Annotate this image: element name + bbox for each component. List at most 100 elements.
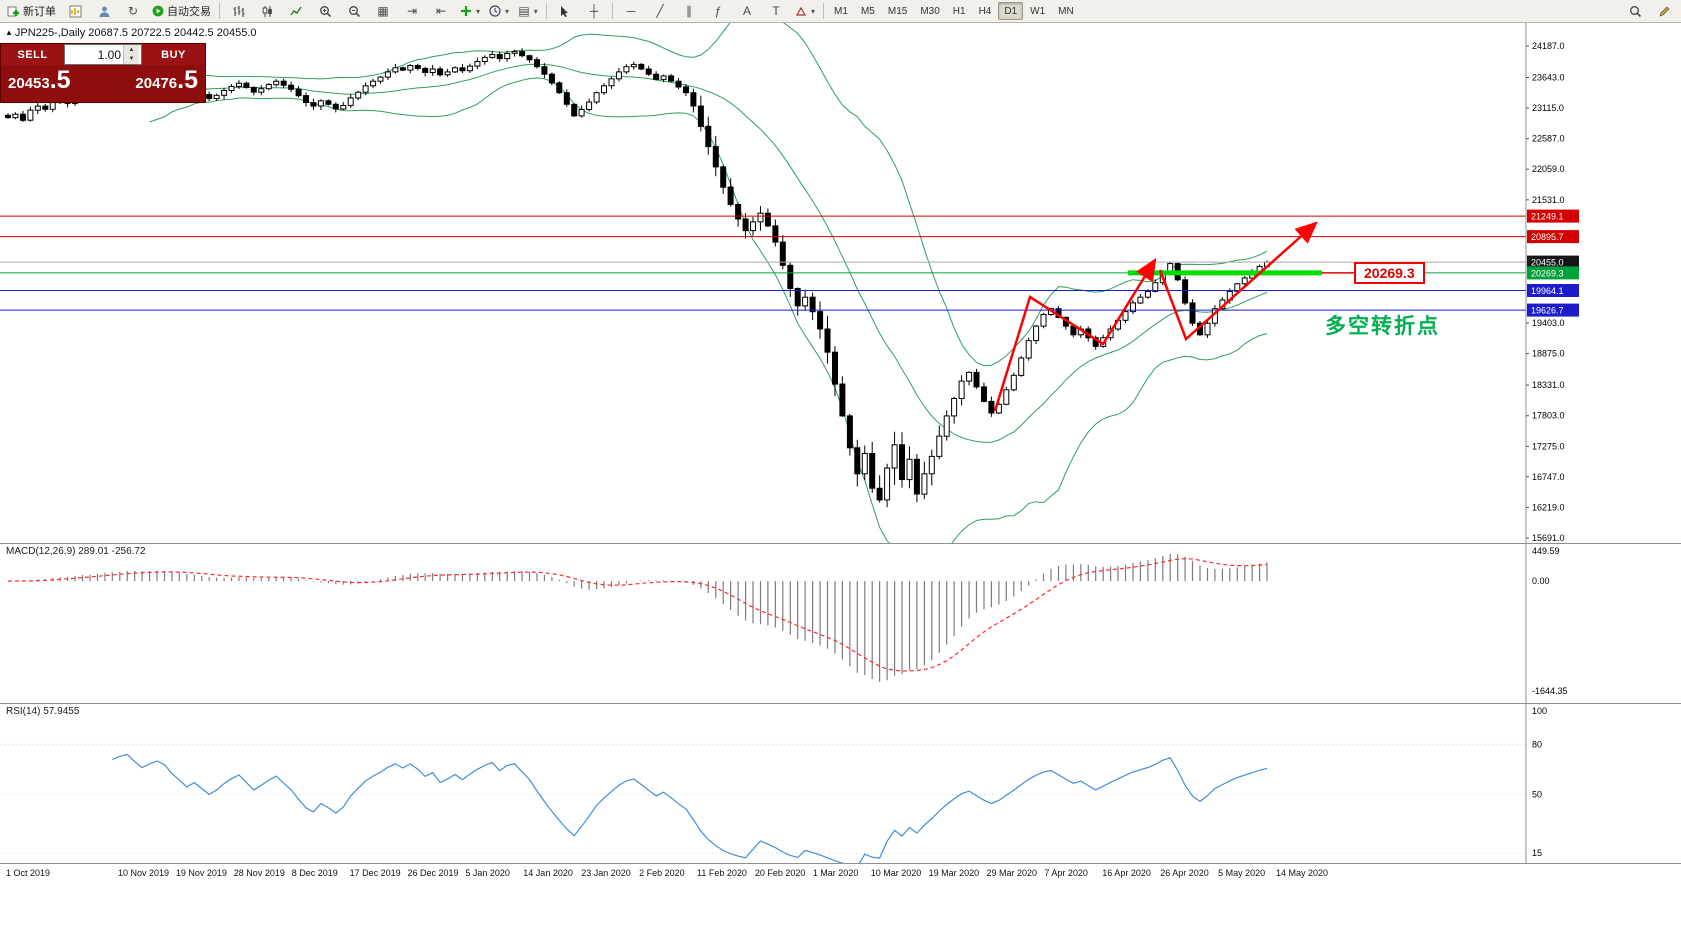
one-click-trading-panel: SELL ▲ ▼ BUY 20453.5 20476.5 — [0, 43, 206, 103]
date-label: 28 Nov 2019 — [233, 868, 285, 878]
date-label: 2 Feb 2020 — [639, 868, 685, 878]
edit-button[interactable] — [1650, 1, 1678, 21]
svg-text:23115.0: 23115.0 — [1532, 103, 1564, 113]
date-label: 1 Mar 2020 — [812, 868, 859, 878]
horizontal-line-icon: ─ — [626, 4, 636, 18]
volume-input[interactable] — [65, 45, 123, 64]
sell-button[interactable]: SELL — [1, 44, 64, 65]
volume-up-button[interactable]: ▲ — [124, 45, 139, 55]
macd-chart[interactable]: 449.59 0.00 -1644.35 — [0, 543, 1681, 703]
shapes-tool-button[interactable]: ▾ — [791, 1, 819, 21]
tile-windows-button[interactable]: ▦ — [369, 1, 397, 21]
date-label: 5 May 2020 — [1218, 868, 1266, 878]
timeframe-M15[interactable]: M15 — [887, 5, 908, 17]
tile-windows-icon: ▦ — [377, 4, 389, 18]
date-label: 16 Apr 2020 — [1102, 868, 1151, 878]
date-label: 19 Mar 2020 — [928, 868, 980, 878]
chart-window-icon — [69, 5, 81, 17]
date-label: 10 Nov 2019 — [118, 868, 170, 878]
periods-button[interactable]: ▾ — [485, 1, 513, 21]
chevron-down-icon: ▾ — [811, 6, 816, 16]
svg-text:-1644.35: -1644.35 — [1532, 686, 1568, 696]
autotrade-label: 自动交易 — [167, 6, 211, 18]
toolbar-separator — [612, 3, 614, 19]
crosshair-button[interactable]: ┼ — [580, 1, 608, 21]
date-label: 20 Feb 2020 — [754, 868, 806, 878]
sell-price[interactable]: 20453.5 — [8, 66, 71, 94]
toolbar-separator — [546, 3, 548, 19]
rsi-chart[interactable]: 100 80 50 15 — [0, 703, 1681, 863]
volume-down-button[interactable]: ▼ — [124, 54, 139, 64]
zoom-out-button[interactable] — [340, 1, 368, 21]
timeframe-M30[interactable]: M30 — [920, 5, 940, 17]
trendline-tool-button[interactable]: ╱ — [646, 1, 674, 21]
svg-text:20455.0: 20455.0 — [1531, 258, 1564, 268]
svg-text:19403.0: 19403.0 — [1532, 318, 1565, 328]
svg-text:18875.0: 18875.0 — [1532, 349, 1565, 359]
bar-chart-mode-button[interactable] — [224, 1, 252, 21]
candles-mode-button[interactable] — [253, 1, 281, 21]
rsi-pane: 100 80 50 15 RSI(14) 57.9455 — [0, 703, 1681, 863]
timeframe-M1[interactable]: M1 — [834, 5, 848, 17]
timeframe-group: M1 M5 M15 M30 H1 H4 D1 W1 MN — [828, 2, 1080, 20]
date-label: 29 Mar 2020 — [986, 868, 1038, 878]
profiles-icon — [99, 6, 109, 17]
toolbar-separator — [823, 3, 825, 19]
autotrade-button[interactable]: 自动交易 — [148, 1, 215, 21]
chart-window-button[interactable] — [61, 1, 89, 21]
timeframe-W1[interactable]: W1 — [1030, 5, 1046, 17]
search-icon — [1629, 5, 1641, 17]
date-label: 17 Dec 2019 — [349, 868, 401, 878]
search-button[interactable] — [1621, 1, 1649, 21]
fibonacci-icon: ƒ — [714, 4, 722, 18]
svg-text:22587.0: 22587.0 — [1532, 134, 1565, 144]
auto-scroll-button[interactable]: ⇥ — [398, 1, 426, 21]
channel-tool-button[interactable]: ∥ — [675, 1, 703, 21]
svg-text:21531.0: 21531.0 — [1532, 195, 1565, 205]
main-toolbar: 新订单 ↻ 自动交易 ▦ ⇥ ⇤ ▾ ▾ ▤ — [0, 0, 1681, 23]
date-label: 19 Nov 2019 — [175, 868, 227, 878]
timeframe-D1[interactable]: D1 — [998, 2, 1024, 20]
timeframe-H4[interactable]: H4 — [978, 5, 992, 17]
toolbar-separator — [219, 3, 220, 19]
date-axis[interactable]: 1 Oct 2019 10 Nov 2019 19 Nov 2019 28 Nov 2… — [0, 863, 1681, 886]
buy-price[interactable]: 20476.5 — [135, 66, 198, 94]
text-icon: A — [743, 4, 752, 18]
date-label: 1 Oct 2019 — [6, 868, 51, 878]
svg-text:16747.0: 16747.0 — [1532, 472, 1565, 482]
cursor-button[interactable] — [551, 1, 579, 21]
chart-shift-button[interactable]: ⇤ — [427, 1, 455, 21]
svg-text:18331.0: 18331.0 — [1532, 380, 1565, 390]
timeframe-MN[interactable]: MN — [1058, 5, 1074, 17]
line-chart-mode-button[interactable] — [282, 1, 310, 21]
label-icon: T — [772, 4, 780, 18]
fibonacci-tool-button[interactable]: ƒ — [704, 1, 732, 21]
new-order-button[interactable]: 新订单 — [3, 1, 60, 21]
clock-icon — [489, 5, 501, 17]
support-price-label[interactable]: 20269.3 — [1354, 262, 1425, 284]
date-label: 26 Apr 2020 — [1160, 868, 1209, 878]
svg-text:17275.0: 17275.0 — [1532, 441, 1565, 451]
svg-text:19964.1: 19964.1 — [1531, 286, 1564, 296]
cursor-arrow-icon — [561, 6, 569, 17]
templates-button[interactable]: ▤ ▾ — [514, 1, 542, 21]
hline-tool-button[interactable]: ─ — [617, 1, 645, 21]
zoom-in-button[interactable] — [311, 1, 339, 21]
zoom-out-icon — [348, 5, 360, 17]
indicators-button[interactable]: ▾ — [456, 1, 484, 21]
main-chart[interactable]: 24187.0 23643.0 23115.0 22587.0 22059.0 21531… — [0, 23, 1681, 543]
trendline-icon: ╱ — [656, 4, 664, 18]
templates-icon: ▤ — [518, 4, 530, 18]
profiles-button[interactable] — [90, 1, 118, 21]
refresh-icon: ↻ — [127, 4, 139, 18]
buy-button[interactable]: BUY — [142, 44, 205, 65]
timeframe-M5[interactable]: M5 — [860, 5, 875, 17]
label-tool-button[interactable]: T — [762, 1, 790, 21]
chart-stack: 24187.0 23643.0 23115.0 22587.0 22059.0 21531… — [0, 23, 1681, 947]
refresh-button[interactable]: ↻ — [119, 1, 147, 21]
timeframe-H1[interactable]: H1 — [952, 5, 966, 17]
text-tool-button[interactable]: A — [733, 1, 761, 21]
date-label: 11 Feb 2020 — [697, 868, 747, 878]
svg-text:16219.0: 16219.0 — [1532, 502, 1565, 512]
date-label: 14 May 2020 — [1276, 868, 1329, 878]
